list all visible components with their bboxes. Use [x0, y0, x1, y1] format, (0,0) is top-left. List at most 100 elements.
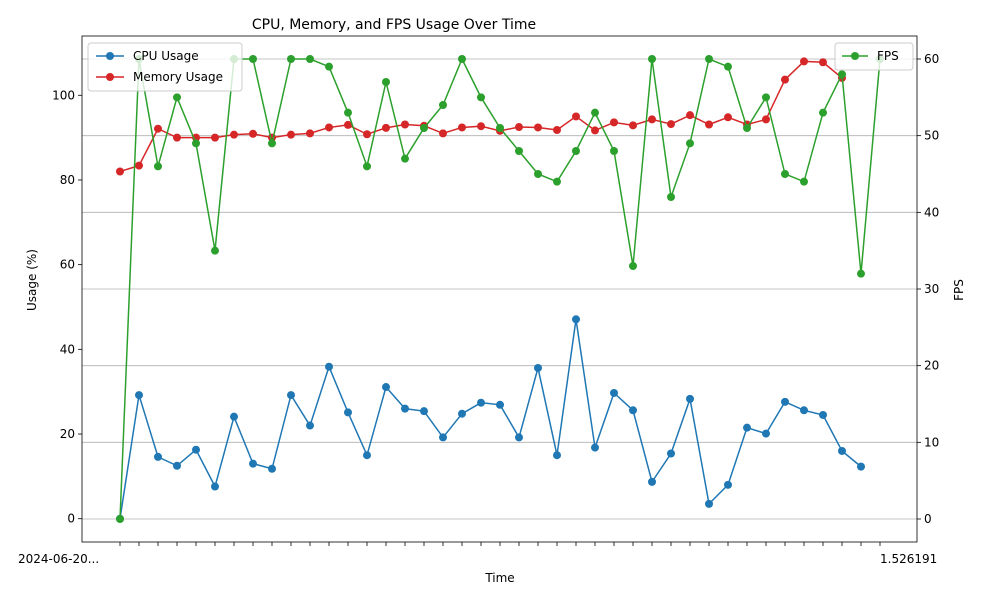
data-point-fps-22: [534, 170, 542, 178]
data-point-fps-10: [306, 55, 314, 63]
data-point-memory-usage-14: [382, 123, 390, 132]
data-point-fps-25: [591, 108, 599, 117]
data-point-cpu-usage-30: [686, 394, 694, 403]
data-point-fps-32: [724, 62, 732, 71]
data-point-cpu-usage-32: [724, 480, 732, 489]
data-point-memory-usage-6: [230, 130, 238, 139]
data-point-cpu-usage-1: [135, 391, 143, 400]
y-tick-label-left-60: 60: [60, 258, 75, 272]
data-point-fps-7: [249, 55, 257, 63]
data-point-fps-37: [819, 108, 827, 117]
y-tick-label-right-60: 60: [924, 52, 939, 66]
data-point-fps-13: [363, 162, 371, 171]
data-point-memory-usage-5: [211, 133, 219, 142]
y-axis-label-left: Usage (%): [25, 249, 39, 311]
legend-memory-marker: [106, 73, 114, 81]
legend-right-box: [834, 42, 914, 71]
data-point-cpu-usage-18: [458, 409, 466, 418]
legend-fps-label: FPS: [877, 49, 899, 63]
data-point-memory-usage-29: [667, 120, 675, 129]
y-tick-label-right-0: 0: [924, 512, 932, 526]
data-point-fps-39: [857, 269, 865, 278]
data-point-fps-19: [477, 93, 485, 102]
data-point-cpu-usage-34: [762, 429, 770, 438]
data-point-fps-26: [610, 147, 618, 155]
y-tick-label-right-20: 20: [924, 359, 939, 373]
data-point-cpu-usage-33: [743, 423, 751, 432]
data-point-memory-usage-10: [306, 129, 314, 138]
series-line-cpu-usage: [119, 319, 862, 519]
data-point-cpu-usage-24: [572, 315, 580, 324]
data-point-cpu-usage-23: [553, 451, 561, 460]
data-point-fps-20: [496, 124, 504, 132]
legend-right: FPS: [834, 42, 914, 71]
y-tick-label-right-40: 40: [924, 205, 939, 219]
data-point-cpu-usage-10: [306, 421, 314, 430]
legend-fps-marker: [851, 52, 859, 60]
data-point-memory-usage-37: [819, 58, 827, 67]
y-tick-label-left-0: 0: [67, 512, 75, 526]
data-point-memory-usage-31: [705, 120, 713, 129]
data-point-fps-4: [192, 139, 200, 148]
data-point-fps-11: [325, 62, 333, 71]
legend-cpu-label: CPU Usage: [133, 49, 199, 63]
data-point-memory-usage-23: [553, 126, 561, 134]
data-point-memory-usage-22: [534, 123, 542, 132]
y-tick-label-right-10: 10: [924, 435, 939, 449]
data-point-fps-17: [439, 101, 447, 109]
data-point-cpu-usage-21: [515, 433, 523, 442]
data-point-cpu-usage-25: [591, 443, 599, 452]
data-point-fps-15: [401, 154, 409, 163]
data-point-fps-3: [173, 93, 181, 102]
data-point-cpu-usage-38: [838, 446, 846, 455]
data-point-fps-29: [667, 193, 675, 201]
x-tick-label-start: 2024-06-20...: [18, 552, 99, 566]
data-point-fps-2: [154, 162, 162, 171]
data-point-fps-0: [116, 515, 124, 523]
data-point-memory-usage-25: [591, 126, 599, 135]
data-point-fps-30: [686, 139, 694, 148]
data-point-cpu-usage-27: [629, 406, 637, 415]
y-tick-label-left-20: 20: [60, 427, 75, 441]
data-point-memory-usage-2: [154, 124, 162, 133]
data-point-memory-usage-3: [173, 133, 181, 142]
data-point-fps-18: [458, 55, 466, 63]
axis-layer: 0 10 20 30 40 50 60 0 20 40 60 80 100: [52, 52, 939, 546]
data-point-cpu-usage-26: [610, 388, 618, 397]
data-point-memory-usage-34: [762, 115, 770, 124]
data-point-fps-38: [838, 70, 846, 79]
data-point-memory-usage-12: [344, 120, 352, 129]
data-point-cpu-usage-5: [211, 482, 219, 491]
data-point-cpu-usage-17: [439, 433, 447, 442]
data-point-cpu-usage-16: [420, 407, 428, 416]
data-point-memory-usage-17: [439, 129, 447, 138]
data-point-memory-usage-13: [363, 130, 371, 139]
data-point-fps-27: [629, 262, 637, 270]
chart-title: CPU, Memory, and FPS Usage Over Time: [252, 17, 536, 33]
legend-left-box: [87, 42, 243, 92]
data-point-memory-usage-32: [724, 113, 732, 122]
data-point-memory-usage-24: [572, 112, 580, 121]
data-point-fps-12: [344, 108, 352, 117]
data-point-cpu-usage-14: [382, 383, 390, 392]
legend-left: CPU Usage Memory Usage: [87, 42, 243, 92]
data-point-cpu-usage-37: [819, 410, 827, 419]
data-point-fps-36: [800, 177, 808, 186]
data-point-cpu-usage-12: [344, 408, 352, 417]
data-point-memory-usage-19: [477, 122, 485, 131]
data-point-cpu-usage-11: [325, 362, 333, 371]
data-point-memory-usage-0: [116, 167, 124, 176]
x-tick-label-end: 1.526191: [880, 552, 937, 566]
data-point-cpu-usage-29: [667, 449, 675, 458]
data-point-fps-21: [515, 147, 523, 155]
data-point-cpu-usage-35: [781, 397, 789, 406]
data-point-fps-5: [211, 246, 219, 255]
y-tick-label-left-40: 40: [60, 342, 75, 356]
data-point-fps-23: [553, 177, 561, 186]
legend-memory-label: Memory Usage: [133, 70, 223, 84]
data-point-memory-usage-7: [249, 129, 257, 138]
data-point-cpu-usage-19: [477, 398, 485, 407]
data-point-cpu-usage-36: [800, 406, 808, 415]
